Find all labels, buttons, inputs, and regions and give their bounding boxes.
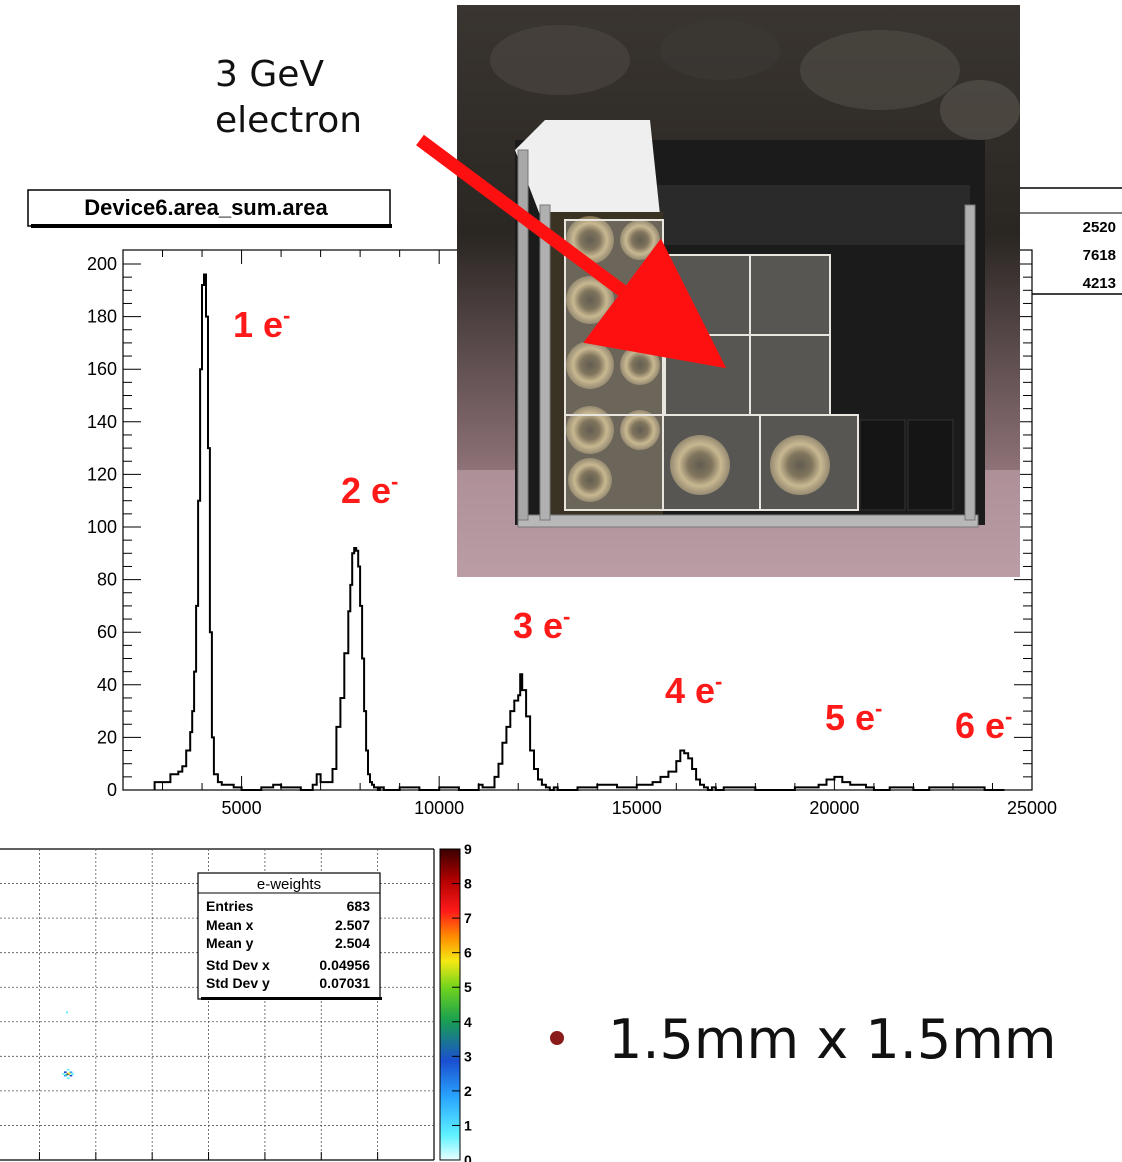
hit-cell [69, 1074, 73, 1077]
y-tick-label: 100 [87, 517, 117, 537]
y-tick-label: 120 [87, 464, 117, 484]
y-tick-label: 200 [87, 254, 117, 274]
colorbar-tick-label: 4 [464, 1014, 472, 1030]
hitmap-panel: 2 3 4 5 6 7 8 9 e-weights Entries 683 Mean x 2.… [0, 841, 472, 1162]
hit-cell [69, 1071, 73, 1074]
y-tick-label: 40 [97, 675, 117, 695]
colorbar-tick-label: 8 [464, 876, 472, 892]
bullet-dot-icon [550, 1031, 564, 1045]
colorbar-tick-label: 7 [464, 910, 472, 926]
hitmap-stats-title: e-weights [257, 876, 321, 893]
stats-label: Mean x [206, 917, 254, 933]
detector-photo [457, 5, 1020, 577]
stats-value: 2.507 [335, 917, 370, 933]
hit-cell [63, 1071, 67, 1074]
colorbar-tick-label: 3 [464, 1048, 472, 1064]
colorbar-tick-label: 9 [464, 841, 472, 857]
peak-label-1e: 1 e- [233, 303, 290, 345]
peak-label-6e: 6 e- [955, 704, 1012, 746]
hit-cell [63, 1074, 67, 1077]
stats-value: 0.04956 [319, 957, 370, 973]
x-tick-label: 25000 [1007, 798, 1057, 818]
hit-cell [65, 1073, 69, 1076]
histogram-stats-value: 2520 [1083, 219, 1116, 236]
peak-label-3e: 3 e- [513, 604, 570, 646]
hit-cell [65, 1011, 68, 1014]
colorbar-tick-label: 6 [464, 945, 472, 961]
hit-cell [67, 1072, 71, 1075]
stats-label: Std Dev y [206, 975, 270, 991]
histogram-stats-value: 7618 [1083, 247, 1116, 264]
beam-label-line2: electron [215, 100, 362, 141]
y-tick-label: 180 [87, 307, 117, 327]
y-tick-label: 160 [87, 359, 117, 379]
beam-arrow-icon [416, 134, 727, 369]
histogram-stats-value: 4213 [1083, 275, 1116, 292]
bullet-text: 1.5mm x 1.5mm [608, 1008, 1056, 1071]
stats-label: Std Dev x [206, 957, 270, 973]
y-tick-label: 0 [107, 780, 117, 800]
beam-label-line1: 3 GeV [215, 54, 324, 95]
y-tick-label: 20 [97, 727, 117, 747]
x-tick-label: 20000 [809, 798, 859, 818]
peak-label-2e: 2 e- [341, 469, 398, 511]
peak-label-5e: 5 e- [825, 696, 882, 738]
colorbar-tick-label: 2 [464, 1083, 472, 1099]
colorbar [439, 848, 461, 1161]
hitmap-stats-box: e-weights Entries 683 Mean x 2.507 Mean … [197, 872, 382, 1000]
stats-value: 683 [347, 898, 371, 914]
hitmap-cells [62, 1011, 75, 1079]
x-tick-label: 5000 [222, 798, 262, 818]
bullet-point: 1.5mm x 1.5mm [550, 1008, 1056, 1071]
stats-label: Entries [206, 898, 254, 914]
colorbar-tick-label: 1 [464, 1117, 472, 1133]
hit-cell [62, 1073, 65, 1075]
histogram-title: Device6.area_sum.area [84, 195, 328, 220]
colorbar-tick-label: 0 [464, 1152, 472, 1162]
peak-label-4e: 4 e- [665, 669, 722, 711]
x-tick-label: 15000 [612, 798, 662, 818]
histogram-series [153, 273, 1005, 791]
hit-cell [66, 1068, 70, 1071]
stats-value: 2.504 [335, 935, 370, 951]
y-tick-label: 140 [87, 412, 117, 432]
colorbar-axis: 0 1 2 3 4 5 6 7 8 9 [452, 841, 472, 1162]
y-tick-label: 60 [97, 622, 117, 642]
hit-cell [66, 1077, 70, 1079]
stats-label: Mean y [206, 935, 254, 951]
x-tick-label: 10000 [414, 798, 464, 818]
histogram-title-box [27, 189, 391, 227]
colorbar-tick-label: 5 [464, 979, 472, 995]
y-tick-label: 80 [97, 570, 117, 590]
stats-value: 0.07031 [319, 975, 370, 991]
hit-cell [71, 1073, 75, 1075]
